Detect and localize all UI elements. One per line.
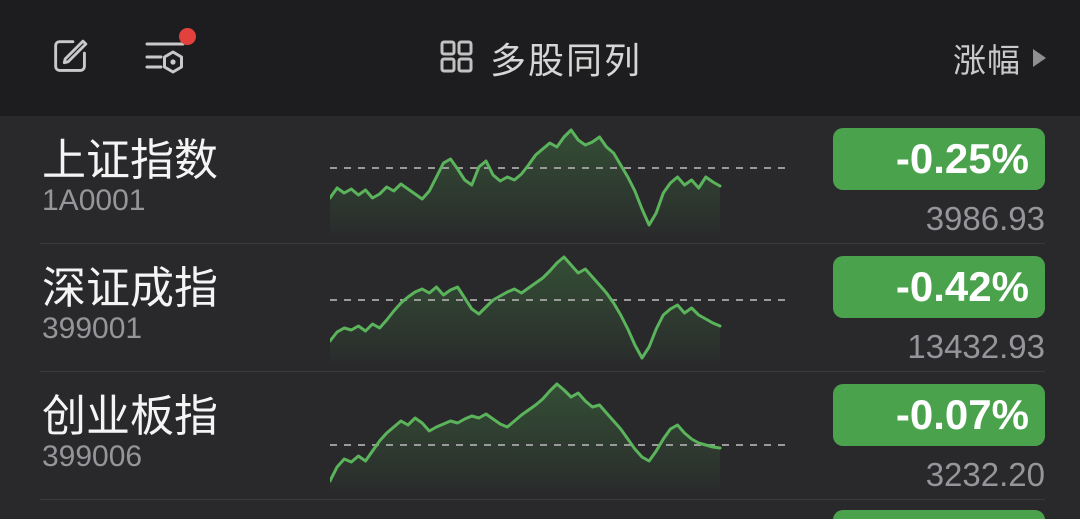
index-name: 创业板指 bbox=[42, 392, 218, 441]
index-name: 上证指数 bbox=[42, 136, 218, 185]
intraday-sparkline bbox=[330, 128, 788, 235]
change-badge-partial bbox=[833, 510, 1045, 519]
index-value: 13432.93 bbox=[907, 328, 1045, 365]
change-badge[interactable]: -0.07% bbox=[833, 384, 1045, 446]
top-bar: 多股同列 涨幅 bbox=[0, 0, 1080, 116]
index-code: 1A0001 bbox=[42, 184, 146, 217]
filter-settings-icon bbox=[140, 31, 190, 86]
intraday-sparkline bbox=[330, 255, 788, 363]
sort-label: 涨幅 bbox=[953, 42, 1021, 79]
page-title: 多股同列 bbox=[489, 40, 642, 81]
edit-icon bbox=[48, 33, 94, 84]
index-name: 深证成指 bbox=[42, 264, 218, 313]
index-row-shanghai[interactable]: 上证指数 1A0001 -0.25% 3986.93 bbox=[0, 116, 1080, 244]
intraday-sparkline bbox=[330, 382, 788, 491]
filter-button[interactable] bbox=[140, 28, 196, 86]
index-code: 399006 bbox=[42, 440, 143, 473]
multi-grid-icon bbox=[438, 38, 474, 79]
notification-dot bbox=[179, 28, 196, 45]
index-row-chinext[interactable]: 创业板指 399006 -0.07% 3232.20 bbox=[0, 372, 1080, 500]
change-badge[interactable]: -0.42% bbox=[833, 256, 1045, 318]
index-value: 3232.20 bbox=[925, 456, 1045, 493]
top-bar-left-actions bbox=[0, 28, 196, 86]
chevron-right-icon bbox=[1033, 49, 1046, 67]
edit-button[interactable] bbox=[46, 33, 96, 83]
sort-control[interactable]: 涨幅 bbox=[953, 0, 1046, 116]
index-row-partial[interactable] bbox=[0, 500, 1080, 519]
index-code: 399001 bbox=[42, 312, 143, 345]
index-row-shenzhen[interactable]: 深证成指 399001 -0.42% 13432.93 bbox=[0, 244, 1080, 372]
change-badge[interactable]: -0.25% bbox=[833, 128, 1045, 190]
index-value: 3986.93 bbox=[925, 200, 1045, 237]
